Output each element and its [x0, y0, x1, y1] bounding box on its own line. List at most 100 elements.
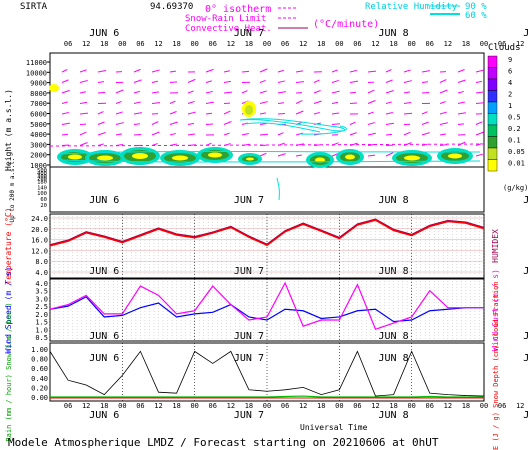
temp-axis-title: Temperature (°C) — [4, 207, 13, 284]
day-label: JUN 9 — [523, 410, 528, 421]
wind-arrow — [205, 68, 214, 73]
rh-contour — [276, 177, 280, 201]
wind-arrow — [241, 122, 248, 125]
wind-arrow — [61, 133, 69, 136]
wind-arrow — [259, 101, 268, 104]
hour-tick-label: 18 — [317, 402, 325, 410]
hour-tick-label: 06 — [353, 402, 361, 410]
wind-arrow — [313, 79, 320, 83]
wind-arrow — [187, 122, 194, 125]
hour-tick-label: 12 — [299, 40, 307, 48]
temp-tick-label: 8.0 — [35, 258, 48, 266]
wind-speed-line — [49, 296, 484, 323]
wind-arrow — [475, 153, 483, 157]
cloud-scale-swatch — [487, 90, 498, 103]
height-tick-label-low: 140 — [37, 185, 47, 191]
cloud-scale-label: 0.2 — [508, 125, 521, 133]
wind-arrow — [241, 90, 248, 94]
height-tick-label: 6000 — [30, 111, 47, 119]
wind-tick-label: 2.5 — [35, 303, 48, 311]
wind-arrow — [187, 90, 194, 94]
cloud-band — [132, 153, 148, 159]
wind-arrow — [349, 121, 356, 125]
wind-arrow — [133, 123, 141, 125]
wind-arrow — [367, 100, 376, 104]
height-tick-label: 11000 — [26, 59, 47, 67]
height-tick-label: 4000 — [30, 131, 47, 139]
wind-arrow — [421, 111, 428, 115]
wind-arrow — [187, 78, 196, 83]
hour-tick-label: 00 — [118, 402, 126, 410]
wind-arrow — [79, 101, 87, 104]
wind-arrow — [385, 90, 394, 94]
hour-tick-label: 18 — [245, 40, 253, 48]
wind-arrow — [151, 121, 159, 125]
wind-gust-line — [49, 281, 484, 331]
hour-tick-label: 06 — [498, 402, 506, 410]
wind-tick-label: 3.5 — [35, 288, 48, 296]
hour-tick-label: 18 — [317, 40, 325, 48]
wind-arrow — [151, 80, 158, 83]
wind-arrow — [277, 153, 286, 157]
cloud-scale-label: 0.05 — [508, 148, 525, 156]
cloud-scale-swatch — [487, 147, 498, 160]
wind-arrow — [61, 89, 70, 94]
cloud-scale-unit: (g/kg) — [503, 184, 528, 192]
hour-tick-label: 18 — [100, 402, 108, 410]
hour-tick-label: 06 — [353, 40, 361, 48]
wind-arrow — [457, 123, 465, 125]
humidex-line — [49, 218, 485, 245]
cloud-band — [208, 152, 222, 158]
height-tick-label: 7000 — [30, 100, 47, 108]
wind-arrow — [367, 89, 375, 94]
wind-arrow — [169, 132, 176, 136]
wind-arrow — [97, 81, 105, 83]
cloud-scale-swatch — [487, 55, 498, 68]
wind-tick-label: 3.0 — [35, 295, 48, 303]
hour-tick-label: 00 — [480, 40, 488, 48]
hour-tick-label: 00 — [407, 40, 415, 48]
hour-tick-label: 12 — [227, 402, 235, 410]
universal-time-label: Universal Time — [300, 423, 368, 432]
wind-arrow — [259, 152, 267, 157]
cloud-patch — [49, 84, 59, 92]
day-label: JUN 9 — [523, 353, 528, 364]
wind-arrow — [331, 101, 338, 104]
rh-60: 60 % — [465, 11, 487, 21]
hour-tick-label: 00 — [118, 40, 126, 48]
rain-axis-title: Rain (mm / hour) Snow (cm / hour) — [5, 302, 13, 441]
cloud-scale-label: 6 — [508, 68, 512, 76]
wind-arrow — [421, 132, 430, 136]
wind-arrow — [241, 133, 249, 136]
wind-arrow — [133, 112, 142, 115]
wind-arrow — [115, 133, 122, 136]
wind-arrow — [331, 112, 340, 115]
wind-arrow — [439, 144, 448, 146]
hour-tick-label: 12 — [299, 402, 307, 410]
day-label: JUN 6 — [89, 353, 119, 364]
rain-tick-label: 0.40 — [31, 375, 48, 383]
wind-arrow — [115, 89, 124, 94]
cloud-scale-swatch — [487, 113, 498, 126]
rain-tick-label: 0.60 — [31, 365, 48, 373]
height-axis-title: Height (m a.s.l.) — [4, 89, 13, 171]
day-label: JUN 9 — [523, 266, 528, 277]
cloud-scale-label: 9 — [508, 56, 512, 64]
wind-arrow — [79, 131, 87, 136]
height-tick-label: 8000 — [30, 90, 47, 98]
cloud-scale-swatch — [487, 67, 498, 80]
day-label: JUN 8 — [379, 28, 409, 39]
wind-arrow — [259, 79, 266, 83]
wind-arrow — [403, 91, 410, 94]
wind-arrow — [457, 69, 465, 73]
wind-arrow — [205, 101, 214, 104]
wind-arrow — [367, 132, 376, 136]
cloud-band — [246, 157, 254, 161]
wind-arrow — [151, 102, 161, 104]
wind-arrow — [313, 111, 320, 115]
wind-arrow — [115, 111, 123, 115]
wind-arrow — [457, 112, 466, 115]
height-tick-label: 1000 — [30, 162, 47, 170]
wind-arrow — [403, 80, 412, 83]
wind-arrow — [97, 69, 106, 73]
